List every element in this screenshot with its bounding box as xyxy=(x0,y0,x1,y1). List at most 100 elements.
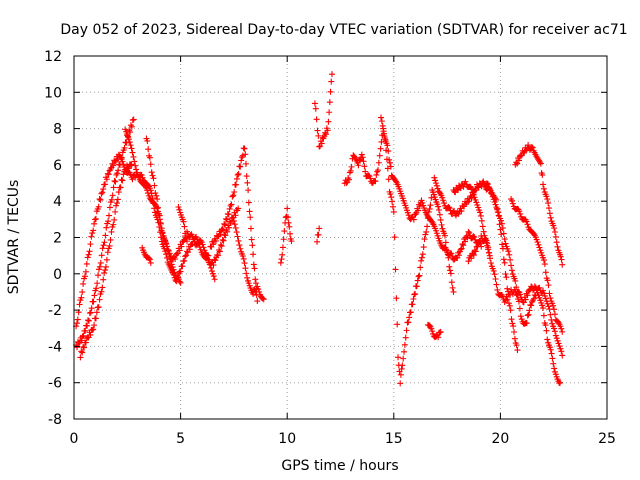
data-point xyxy=(87,309,94,316)
data-point xyxy=(94,280,101,287)
data-point xyxy=(544,196,551,203)
data-point xyxy=(551,328,558,335)
data-point xyxy=(180,218,187,225)
data-point xyxy=(395,354,402,361)
data-point xyxy=(559,352,566,359)
data-point xyxy=(128,161,135,168)
data-point xyxy=(124,133,131,140)
data-point xyxy=(432,177,439,184)
data-point xyxy=(509,200,516,207)
data-point xyxy=(511,328,518,335)
data-point xyxy=(555,340,562,347)
data-point xyxy=(236,242,243,249)
data-point xyxy=(280,236,287,243)
data-point xyxy=(549,320,556,327)
data-point xyxy=(389,203,396,210)
data-point xyxy=(74,344,81,351)
data-point xyxy=(358,151,365,158)
data-point xyxy=(235,205,242,212)
data-point xyxy=(115,167,122,174)
data-point xyxy=(456,252,463,259)
data-point xyxy=(490,267,497,274)
data-point xyxy=(405,319,412,326)
data-point xyxy=(80,343,87,350)
data-point xyxy=(451,207,458,214)
data-point xyxy=(288,238,295,245)
data-point xyxy=(130,116,137,123)
data-point xyxy=(514,160,521,167)
data-point xyxy=(387,191,394,198)
data-point xyxy=(77,354,84,361)
data-point xyxy=(279,244,286,251)
data-point xyxy=(118,176,125,183)
data-point xyxy=(226,205,233,212)
data-point xyxy=(552,332,559,339)
data-point xyxy=(106,204,113,211)
data-point xyxy=(483,239,490,246)
data-point xyxy=(546,344,553,351)
data-point xyxy=(526,307,533,314)
data-point xyxy=(98,288,105,295)
y-tick-label: 2 xyxy=(53,231,62,247)
data-point xyxy=(536,294,543,301)
data-point xyxy=(495,209,502,216)
data-point xyxy=(186,246,193,253)
data-point xyxy=(509,320,516,327)
data-point xyxy=(541,292,548,299)
data-point xyxy=(279,251,286,258)
data-point xyxy=(383,147,390,154)
data-point xyxy=(537,160,544,167)
data-point xyxy=(508,262,515,269)
data-point xyxy=(219,226,226,233)
data-point xyxy=(207,261,214,268)
data-point xyxy=(80,280,87,287)
data-point xyxy=(554,243,561,250)
data-point xyxy=(514,347,521,354)
data-point xyxy=(286,223,293,230)
chart-title: Day 052 of 2023, Sidereal Day-to-day VTE… xyxy=(60,22,627,38)
data-point xyxy=(426,322,433,329)
data-point xyxy=(144,137,151,144)
data-point xyxy=(118,154,125,161)
data-point xyxy=(87,331,94,338)
data-point xyxy=(431,174,438,181)
data-point xyxy=(227,220,234,227)
data-point xyxy=(542,269,549,276)
data-point xyxy=(256,288,263,295)
data-point xyxy=(540,185,547,192)
data-point xyxy=(419,199,426,206)
data-point xyxy=(543,327,550,334)
y-tick-label: -2 xyxy=(48,303,62,319)
data-point xyxy=(449,253,456,260)
data-point xyxy=(231,189,238,196)
data-point xyxy=(423,228,430,235)
data-point xyxy=(210,273,217,280)
data-point xyxy=(393,295,400,302)
y-tick-label: 12 xyxy=(44,49,62,65)
data-point xyxy=(102,267,109,274)
data-point xyxy=(406,314,413,321)
data-point xyxy=(516,305,523,312)
data-point xyxy=(348,163,355,170)
data-point xyxy=(468,195,475,202)
data-point xyxy=(524,221,531,228)
data-point xyxy=(109,192,116,199)
data-point xyxy=(92,216,99,223)
data-point xyxy=(485,246,492,253)
data-point xyxy=(511,335,518,342)
data-point xyxy=(434,232,441,239)
data-point xyxy=(314,127,321,134)
data-point xyxy=(357,157,364,164)
data-point xyxy=(492,275,499,282)
data-point xyxy=(478,232,485,239)
data-point xyxy=(241,260,248,267)
data-point xyxy=(111,216,118,223)
data-point xyxy=(376,152,383,159)
data-point xyxy=(402,334,409,341)
data-point xyxy=(545,282,552,289)
data-point xyxy=(101,269,108,276)
data-point xyxy=(133,166,140,173)
data-point xyxy=(384,165,391,172)
data-point xyxy=(96,296,103,303)
data-point xyxy=(418,257,425,264)
